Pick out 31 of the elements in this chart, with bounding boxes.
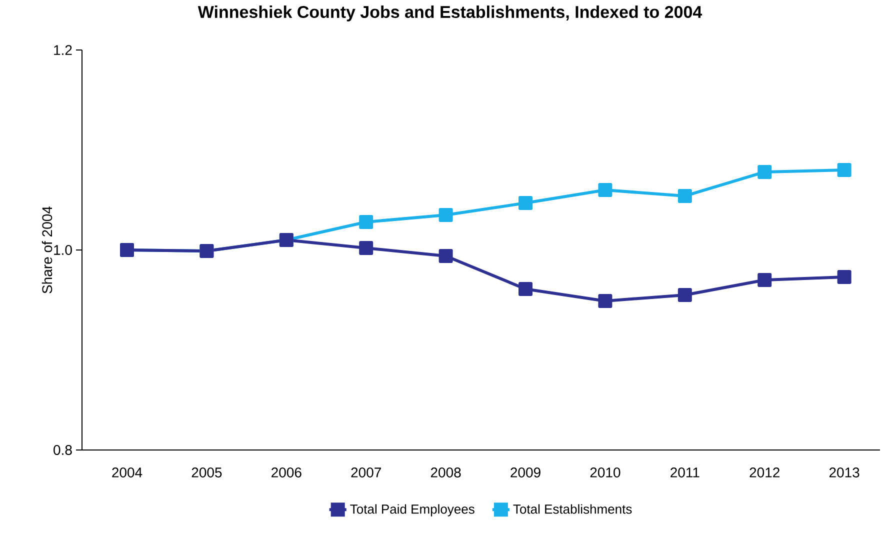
point [598,294,612,308]
point [837,163,852,177]
point [438,249,453,263]
x-tick-label: 2011 [670,468,700,478]
legend-label: Total Establishments [513,504,632,514]
y-tick-label: 1.0 [54,245,72,255]
x-tick-label: 2012 [750,468,780,478]
point [758,273,772,287]
point [678,288,692,302]
y-axis-title: Share of 2004 [42,206,52,294]
x-tick-label: 2010 [590,468,620,478]
y-tick-label: 0.8 [54,445,72,455]
point [518,282,533,296]
point [438,208,453,222]
x-tick-label: 2008 [430,468,461,478]
x-tick-label: 2004 [112,468,142,478]
point [678,188,692,203]
point [518,196,533,210]
x-tick-label: 2007 [351,468,381,478]
x-tick-label: 2005 [192,468,222,478]
legend-label: Total Paid Employees [350,504,474,516]
point [598,182,612,197]
point [758,164,772,179]
chart-title: Winneshiek County Jobs and Establishments, Indexed to 2004 [198,6,702,22]
point [359,240,374,255]
x-tick-label: 2006 [272,468,302,478]
x-tick-label: 2009 [510,468,540,478]
point [837,270,852,284]
y-tick-label: 1.2 [54,45,72,55]
x-tick-label: 2013 [829,468,860,478]
point [359,214,374,229]
